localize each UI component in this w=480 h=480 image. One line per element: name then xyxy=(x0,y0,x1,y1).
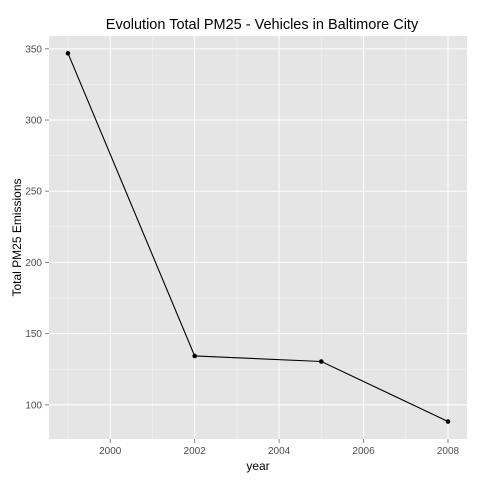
y-tick-label: 200 xyxy=(25,258,42,269)
y-tick-label: 250 xyxy=(25,187,42,198)
plot-panel xyxy=(49,36,467,439)
x-tick-label: 2004 xyxy=(268,446,291,457)
data-point xyxy=(192,354,197,359)
data-point xyxy=(66,51,71,56)
x-tick-label: 2000 xyxy=(99,446,122,457)
data-point xyxy=(446,419,451,424)
y-axis: 100 150 200 250 300 350 xyxy=(25,44,49,411)
x-tick-label: 2008 xyxy=(437,446,460,457)
y-tick-label: 350 xyxy=(25,44,42,55)
y-tick-label: 150 xyxy=(25,329,42,340)
y-axis-title: Total PM25 Emissions xyxy=(10,178,24,296)
x-axis-title: year xyxy=(246,459,269,473)
y-tick-label: 100 xyxy=(25,400,42,411)
x-tick-label: 2002 xyxy=(184,446,207,457)
x-axis: 2000 2002 2004 2006 2008 xyxy=(99,439,459,457)
chart-title: Evolution Total PM25 - Vehicles in Balti… xyxy=(106,17,419,33)
data-point xyxy=(319,359,324,364)
x-tick-label: 2006 xyxy=(352,446,375,457)
y-tick-label: 300 xyxy=(25,116,42,127)
